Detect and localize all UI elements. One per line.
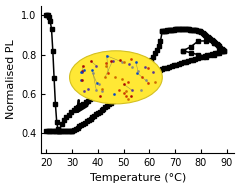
X-axis label: Temperature (°C): Temperature (°C) bbox=[90, 174, 186, 184]
Y-axis label: Normalised PL: Normalised PL bbox=[6, 40, 16, 119]
Ellipse shape bbox=[70, 51, 162, 104]
